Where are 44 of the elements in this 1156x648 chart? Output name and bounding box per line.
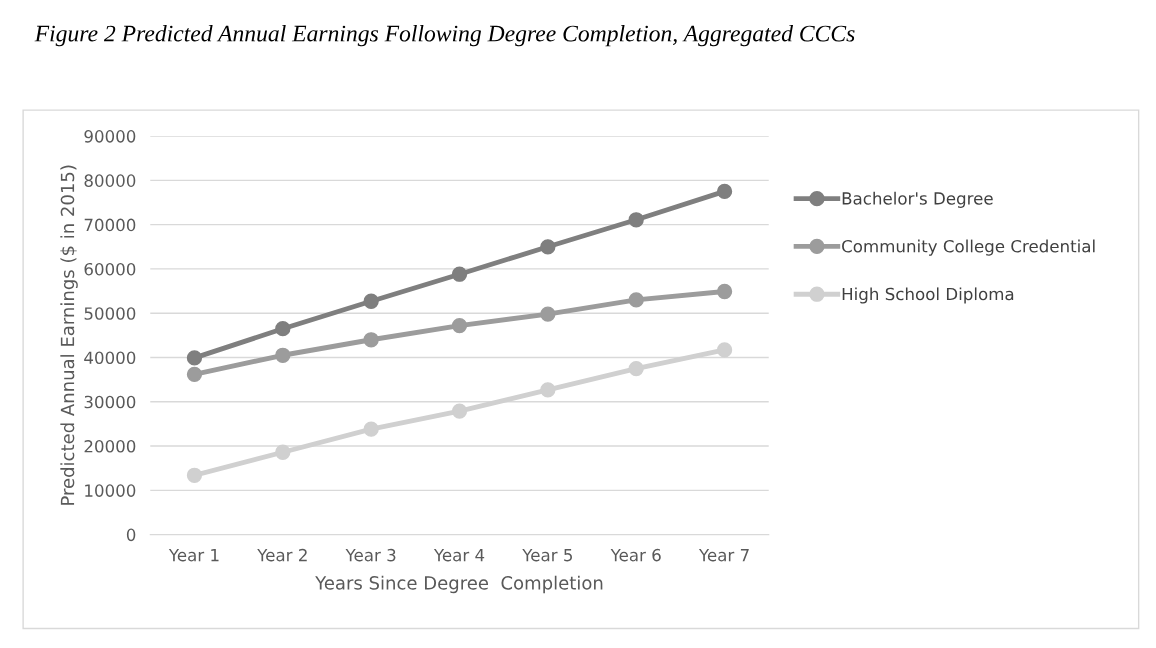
x-tick-label: Year 6 [610, 548, 661, 562]
point [275, 444, 291, 460]
chart-title: Figure 2 Predicted Annual Earnings Following Degree Completion, Aggregated CCCs [34, 24, 855, 47]
point [186, 350, 203, 366]
point [186, 467, 203, 483]
y-tick-label: 70000 [84, 218, 136, 232]
y-tick-label: 30000 [84, 395, 136, 409]
y-tick-label: 80000 [84, 174, 136, 187]
point [275, 347, 291, 363]
point [628, 292, 644, 308]
x-axis-title: Years Since Degree Completion [315, 575, 603, 594]
y-tick-label: 50000 [84, 307, 136, 320]
x-tick-label: Year 4 [433, 549, 485, 562]
x-tick-label: Year 1 [168, 549, 219, 562]
point [363, 293, 379, 309]
point [716, 183, 733, 200]
x-tick-label: Year 5 [522, 549, 572, 562]
y-tick-label: 20000 [84, 440, 136, 453]
point [716, 342, 733, 358]
legend-label: High School Diploma [842, 287, 1014, 304]
point [540, 306, 556, 322]
x-tick-label: Year 7 [698, 549, 749, 562]
y-tick-label: 10000 [85, 484, 136, 497]
legend-label: Bachelor's Degree [842, 191, 993, 208]
point [628, 212, 644, 228]
point [363, 332, 379, 348]
point [451, 403, 468, 419]
legend-label: Community College Credential [842, 239, 1095, 256]
y-tick-label: 40000 [84, 351, 136, 365]
point [451, 317, 468, 334]
point [363, 421, 379, 437]
point [451, 266, 468, 282]
point [628, 360, 644, 377]
x-tick-label: Year 2 [257, 548, 307, 562]
y-tick-label: 60000 [84, 262, 136, 276]
point [540, 239, 556, 255]
y-tick-label: 90000 [84, 130, 136, 143]
point [540, 382, 556, 398]
point [186, 366, 203, 382]
y-tick-label: 0 [126, 528, 136, 542]
y-axis-title: Predicted Annual Earnings ($ in 2015) [60, 165, 78, 505]
point [716, 283, 733, 300]
x-tick-label: Year 3 [345, 548, 396, 562]
point [275, 321, 291, 337]
